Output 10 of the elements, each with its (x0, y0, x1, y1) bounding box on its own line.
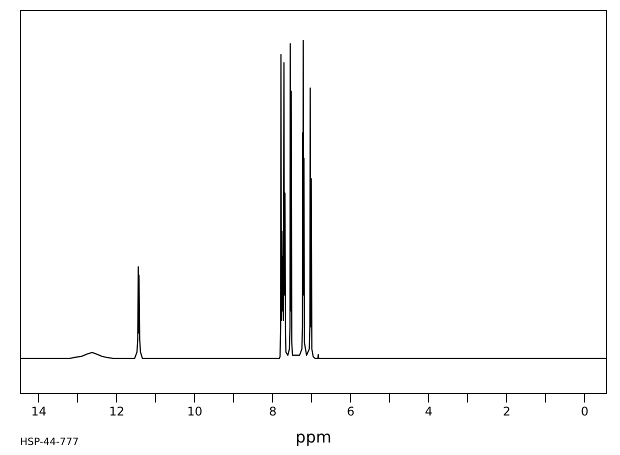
x-tick-label: 2 (502, 404, 511, 418)
x-tick-label: 6 (346, 404, 355, 418)
x-axis-title: ppm (296, 428, 332, 446)
text: HSP-44-777 (20, 437, 79, 448)
x-tick-label: 14 (31, 404, 46, 418)
x-tick-label: 8 (268, 404, 277, 418)
x-tick-label: 0 (580, 404, 588, 418)
x-tick-label: 12 (109, 404, 124, 418)
x-tick-label: 10 (187, 404, 202, 418)
x-tick-label: 4 (424, 404, 433, 418)
